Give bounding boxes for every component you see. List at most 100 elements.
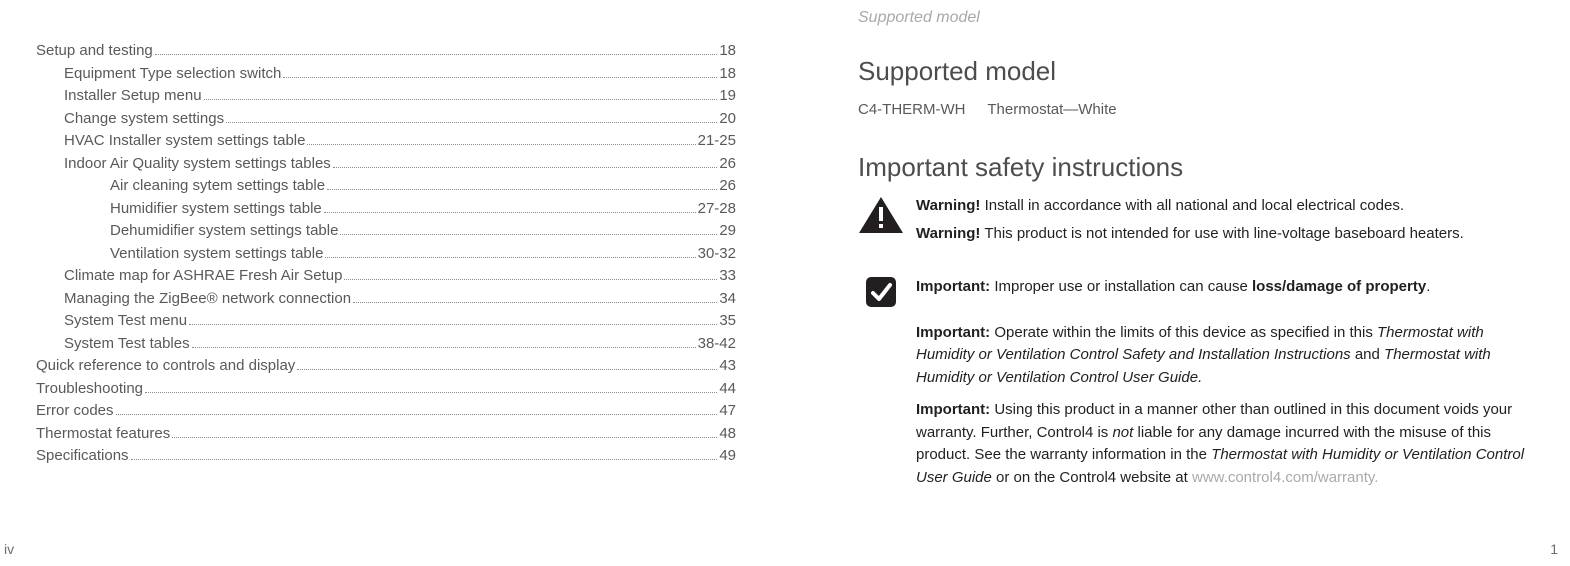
toc-label: Indoor Air Quality system settings table…: [64, 153, 331, 176]
supported-model-heading: Supported model: [858, 52, 1538, 91]
warning-label-2: Warning!: [916, 225, 980, 242]
toc-page-number: 49: [719, 445, 736, 468]
toc-row: Setup and testing 18: [36, 40, 736, 63]
toc-page-number: 20: [719, 108, 736, 131]
toc-label: Troubleshooting: [36, 378, 143, 401]
model-desc: Thermostat—White: [987, 101, 1116, 118]
toc-row: Ventilation system settings table 30-32: [36, 243, 736, 266]
toc-row: HVAC Installer system settings table 21-2…: [36, 130, 736, 153]
toc-row: Error codes 47: [36, 400, 736, 423]
table-of-contents: Setup and testing18Equipment Type select…: [36, 40, 736, 468]
toc-row: Indoor Air Quality system settings table…: [36, 153, 736, 176]
toc-page-number: 38-42: [698, 333, 736, 356]
toc-leader: [344, 279, 717, 280]
toc-page-number: 48: [719, 423, 736, 446]
toc-label: HVAC Installer system settings table: [64, 130, 305, 153]
toc-page-number: 18: [719, 63, 736, 86]
toc-page-number: 19: [719, 85, 736, 108]
toc-label: Climate map for ASHRAE Fresh Air Setup: [64, 265, 342, 288]
toc-page-number: 18: [719, 40, 736, 63]
toc-row: Thermostat features 48: [36, 423, 736, 446]
toc-leader: [116, 414, 718, 415]
toc-page-number: 29: [719, 220, 736, 243]
toc-label: Managing the ZigBee® network connection: [64, 288, 351, 311]
toc-label: Ventilation system settings table: [110, 243, 323, 266]
toc-page-number: 33: [719, 265, 736, 288]
toc-leader: [324, 212, 696, 213]
warranty-link[interactable]: www.control4.com/warranty.: [1192, 469, 1378, 486]
toc-row: Quick reference to controls and display 4…: [36, 355, 736, 378]
warning-text: Warning! Install in accordance with all …: [916, 195, 1538, 252]
toc-label: Setup and testing: [36, 40, 153, 63]
important-label: Important:: [916, 278, 990, 295]
toc-page-number: 30-32: [698, 243, 736, 266]
toc-label: Error codes: [36, 400, 114, 423]
toc-row: System Test menu 35: [36, 310, 736, 333]
toc-row: Troubleshooting 44: [36, 378, 736, 401]
toc-row: System Test tables 38-42: [36, 333, 736, 356]
toc-label: System Test menu: [64, 310, 187, 333]
toc-leader: [333, 167, 718, 168]
toc-row: Humidifier system settings table 27-28: [36, 198, 736, 221]
toc-leader: [353, 302, 717, 303]
toc-row: Installer Setup menu 19: [36, 85, 736, 108]
toc-leader: [325, 257, 695, 258]
toc-leader: [172, 437, 717, 438]
toc-leader: [192, 347, 696, 348]
toc-page-number: 34: [719, 288, 736, 311]
toc-label: Dehumidifier system settings table: [110, 220, 338, 243]
model-row: C4-THERM-WH Thermostat—White: [858, 99, 1538, 122]
toc-row: Equipment Type selection switch 18: [36, 63, 736, 86]
toc-page-number: 26: [719, 175, 736, 198]
toc-leader: [189, 324, 717, 325]
toc-leader: [307, 144, 695, 145]
warning-1: Install in accordance with all national …: [980, 197, 1404, 214]
important-continued: Important: Operate within the limits of …: [916, 322, 1538, 490]
toc-page-number: 35: [719, 310, 736, 333]
toc-leader: [155, 54, 718, 55]
toc-label: Change system settings: [64, 108, 224, 131]
toc-row: Managing the ZigBee® network connection 3…: [36, 288, 736, 311]
toc-leader: [204, 99, 718, 100]
toc-label: Thermostat features: [36, 423, 170, 446]
toc-row: Specifications 49: [36, 445, 736, 468]
important-text-1: Important: Improper use or installation …: [916, 276, 1538, 305]
toc-page-number: 43: [719, 355, 736, 378]
warning-2: This product is not intended for use wit…: [980, 225, 1463, 242]
toc-page-number: 26: [719, 153, 736, 176]
toc-row: Change system settings 20: [36, 108, 736, 131]
model-sku: C4-THERM-WH: [858, 101, 965, 118]
toc-label: Quick reference to controls and display: [36, 355, 295, 378]
toc-label: Specifications: [36, 445, 129, 468]
right-page: Supported model Supported model C4-THERM…: [858, 0, 1538, 566]
running-header: Supported model: [858, 6, 1538, 30]
toc-label: Humidifier system settings table: [110, 198, 322, 221]
toc-leader: [226, 122, 717, 123]
toc-page-number: 47: [719, 400, 736, 423]
toc-label: Equipment Type selection switch: [64, 63, 281, 86]
toc-leader: [297, 369, 717, 370]
toc-leader: [131, 459, 718, 460]
toc-row: Air cleaning sytem settings table 26: [36, 175, 736, 198]
warning-label: Warning!: [916, 197, 980, 214]
left-page: Setup and testing18Equipment Type select…: [0, 0, 740, 566]
toc-leader: [145, 392, 717, 393]
toc-row: Climate map for ASHRAE Fresh Air Setup 33: [36, 265, 736, 288]
page-number-right: 1: [1550, 539, 1558, 560]
safety-heading: Important safety instructions: [858, 148, 1538, 187]
toc-page-number: 21-25: [698, 130, 736, 153]
toc-label: System Test tables: [64, 333, 190, 356]
toc-label: Installer Setup menu: [64, 85, 202, 108]
page-number-left: iv: [4, 539, 14, 560]
toc-leader: [327, 189, 717, 190]
toc-page-number: 27-28: [698, 198, 736, 221]
check-icon: [858, 276, 904, 308]
warning-block: Warning! Install in accordance with all …: [858, 195, 1538, 252]
important-block: Important: Improper use or installation …: [858, 276, 1538, 308]
toc-label: Air cleaning sytem settings table: [110, 175, 325, 198]
toc-page-number: 44: [719, 378, 736, 401]
warning-icon: [858, 195, 904, 235]
toc-leader: [283, 77, 717, 78]
toc-leader: [340, 234, 717, 235]
toc-row: Dehumidifier system settings table 29: [36, 220, 736, 243]
